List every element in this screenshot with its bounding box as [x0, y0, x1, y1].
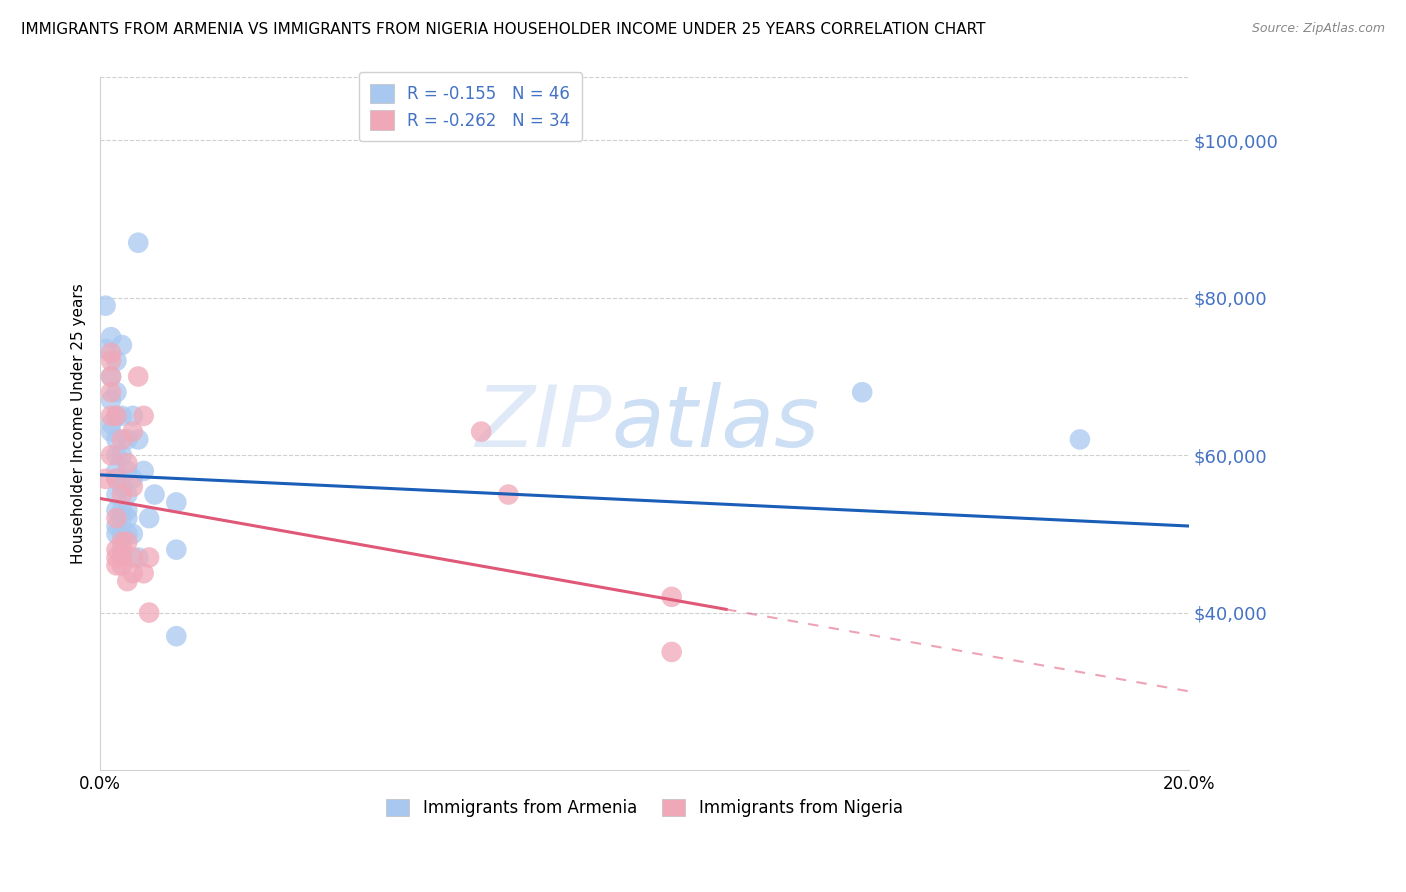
Point [851, 385, 873, 400]
Point [100, 369, 122, 384]
Point [105, 519, 128, 533]
Point [165, 542, 187, 557]
Point [111, 338, 134, 352]
Point [165, 629, 187, 643]
Point [111, 480, 134, 494]
Point [105, 503, 128, 517]
Point [111, 550, 134, 565]
Point [498, 487, 520, 501]
Point [105, 448, 128, 462]
Point [105, 464, 128, 478]
Legend: Immigrants from Armenia, Immigrants from Nigeria: Immigrants from Armenia, Immigrants from… [380, 792, 910, 824]
Point [105, 472, 128, 486]
Point [105, 487, 128, 501]
Text: Source: ZipAtlas.com: Source: ZipAtlas.com [1251, 22, 1385, 36]
Point [117, 527, 139, 541]
Point [100, 409, 122, 423]
Point [100, 369, 122, 384]
Point [100, 417, 122, 431]
Point [105, 433, 128, 447]
Point [111, 433, 134, 447]
Point [117, 534, 139, 549]
Point [111, 487, 134, 501]
Point [143, 487, 166, 501]
Point [127, 235, 149, 250]
Point [111, 558, 134, 573]
Point [121, 550, 143, 565]
Point [105, 409, 128, 423]
Point [105, 542, 128, 557]
Point [105, 550, 128, 565]
Point [127, 369, 149, 384]
Point [121, 566, 143, 581]
Point [100, 346, 122, 360]
Point [94, 342, 117, 356]
Point [121, 425, 143, 439]
Point [105, 511, 128, 525]
Point [111, 503, 134, 517]
Point [121, 472, 143, 486]
Point [470, 425, 492, 439]
Text: ZIP: ZIP [475, 382, 612, 466]
Point [105, 527, 128, 541]
Point [111, 527, 134, 541]
Point [111, 409, 134, 423]
Point [121, 480, 143, 494]
Point [100, 330, 122, 344]
Point [100, 425, 122, 439]
Point [117, 503, 139, 517]
Point [138, 511, 160, 525]
Point [121, 527, 143, 541]
Point [132, 409, 155, 423]
Point [105, 472, 128, 486]
Point [105, 558, 128, 573]
Point [111, 542, 134, 557]
Point [105, 385, 128, 400]
Point [111, 534, 134, 549]
Point [165, 495, 187, 509]
Point [117, 574, 139, 588]
Point [138, 606, 160, 620]
Point [138, 550, 160, 565]
Text: IMMIGRANTS FROM ARMENIA VS IMMIGRANTS FROM NIGERIA HOUSEHOLDER INCOME UNDER 25 Y: IMMIGRANTS FROM ARMENIA VS IMMIGRANTS FR… [21, 22, 986, 37]
Point [117, 433, 139, 447]
Point [132, 464, 155, 478]
Point [94, 472, 117, 486]
Point [661, 645, 683, 659]
Text: atlas: atlas [612, 382, 820, 466]
Point [105, 409, 128, 423]
Point [127, 433, 149, 447]
Point [111, 448, 134, 462]
Point [100, 353, 122, 368]
Point [132, 566, 155, 581]
Point [1069, 433, 1091, 447]
Point [111, 511, 134, 525]
Point [100, 448, 122, 462]
Point [661, 590, 683, 604]
Point [100, 393, 122, 408]
Y-axis label: Householder Income Under 25 years: Householder Income Under 25 years [72, 284, 86, 564]
Point [117, 456, 139, 470]
Point [94, 299, 117, 313]
Point [127, 550, 149, 565]
Point [117, 487, 139, 501]
Point [117, 464, 139, 478]
Point [105, 353, 128, 368]
Point [117, 511, 139, 525]
Point [100, 385, 122, 400]
Point [121, 409, 143, 423]
